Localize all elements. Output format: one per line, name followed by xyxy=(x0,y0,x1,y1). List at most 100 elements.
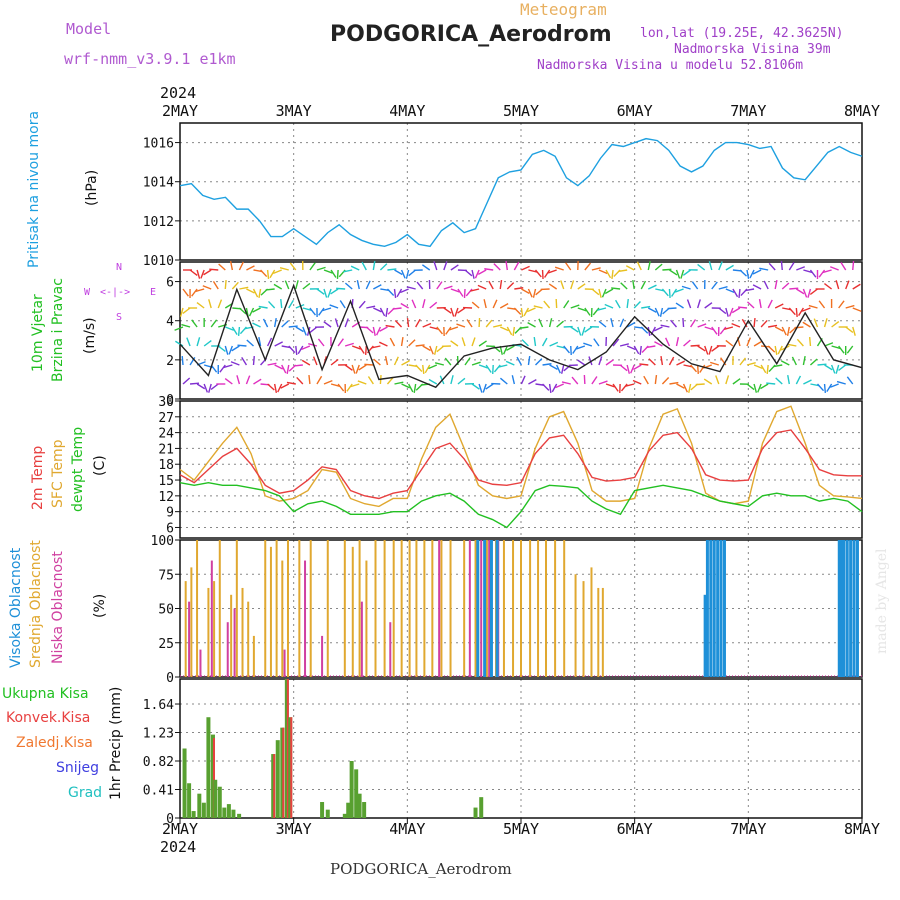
cloud-bar xyxy=(545,540,548,677)
wind-arrow xyxy=(450,307,455,317)
wind-arrow xyxy=(732,378,741,385)
wind-arrow xyxy=(464,269,473,277)
x-tick-label-top: 2MAY xyxy=(162,102,198,120)
x-tick-label-bottom: 5MAY xyxy=(503,820,539,838)
cloud-bar xyxy=(207,587,210,677)
wind-arrow xyxy=(823,283,833,290)
cloud-bar xyxy=(840,540,844,677)
cloud-bar xyxy=(582,581,585,677)
wind-arrow xyxy=(512,326,516,337)
wind-arrow xyxy=(511,375,516,385)
wind-arrow xyxy=(241,356,248,366)
cloud-bar xyxy=(383,540,386,677)
wind-arrow xyxy=(208,383,212,393)
wind-arrow xyxy=(516,356,523,366)
wind-arrow xyxy=(217,345,226,352)
wind-arrow xyxy=(752,284,762,290)
wind-arrow xyxy=(835,280,840,290)
wind-arrow xyxy=(355,364,360,374)
wind-arrow xyxy=(674,288,684,293)
wind-arrow xyxy=(330,288,339,295)
wind-arrow xyxy=(691,281,699,290)
wind-arrow xyxy=(659,307,664,317)
wind-arrow xyxy=(323,288,328,298)
cloud-bar xyxy=(210,560,213,677)
wind-arrow xyxy=(182,377,191,385)
wind-arrow xyxy=(436,326,444,335)
precip-total-bar xyxy=(222,807,227,818)
wind-arrow xyxy=(654,374,658,385)
wind-arrow xyxy=(576,359,586,366)
wind-arrow xyxy=(830,364,836,374)
cloud-bar xyxy=(474,540,477,677)
cloud-bar xyxy=(309,540,312,677)
wind-arrow xyxy=(570,326,579,333)
wind-arrow xyxy=(647,307,657,313)
wind-arrow xyxy=(660,324,670,328)
wind-arrow xyxy=(415,364,423,372)
wind-arrow xyxy=(358,300,366,309)
wind-arrow xyxy=(443,307,452,314)
wind-arrow xyxy=(450,264,459,271)
wind-arrow xyxy=(470,288,480,292)
wind-arrow xyxy=(323,379,333,385)
cloud-bar xyxy=(597,587,600,677)
cloud-bar xyxy=(440,540,443,677)
x-tick-label-top: 7MAY xyxy=(730,102,766,120)
wind-arrow xyxy=(704,302,713,309)
wind-arrow xyxy=(791,356,797,366)
wind-arrow xyxy=(654,263,663,271)
wind-arrow xyxy=(809,269,817,278)
wind-arrow xyxy=(711,281,718,290)
precip-total-bar xyxy=(213,779,218,818)
precip-total-bar xyxy=(197,793,202,818)
wind-arrow xyxy=(760,383,769,390)
wind-arrow xyxy=(654,307,660,317)
wind-arrow xyxy=(246,265,255,271)
wind-arrow xyxy=(252,322,261,328)
wind-arrow xyxy=(732,288,739,298)
wind-arrow xyxy=(795,375,802,385)
precip-total-bar xyxy=(275,740,280,818)
wind-arrow xyxy=(196,302,205,309)
wind-arrow xyxy=(753,364,763,370)
wind-arrow xyxy=(592,307,600,316)
wind-arrow xyxy=(542,363,552,366)
wind-arrow xyxy=(471,361,481,366)
cloud-bar xyxy=(213,581,216,677)
year-label-bottom: 2024 xyxy=(160,838,197,856)
wind-arrow xyxy=(640,326,649,334)
precip-total-bar xyxy=(346,802,351,818)
wind-arrow xyxy=(230,361,240,366)
wind-arrow xyxy=(471,337,476,347)
wind-arrow xyxy=(327,288,332,298)
cloud-bar xyxy=(852,540,856,677)
wind-arrow xyxy=(266,337,273,347)
wind-arrow xyxy=(718,307,727,315)
wind-arrow xyxy=(521,265,530,271)
cloud-bar xyxy=(264,540,267,677)
chart-subtitle: Meteogram xyxy=(520,0,607,19)
wind-arrow xyxy=(457,288,464,297)
compass-e: E xyxy=(150,287,157,298)
wind-arrow xyxy=(704,345,709,355)
wind-arrow xyxy=(248,307,255,317)
wind-arrow xyxy=(739,269,748,277)
precip-total-bar xyxy=(226,804,231,818)
wind-arrow xyxy=(485,319,493,328)
wind-arrow xyxy=(330,358,339,366)
wind-arrow xyxy=(688,383,692,393)
wind-arrow xyxy=(535,358,543,366)
wind-arrow xyxy=(286,364,290,374)
wind-arrow xyxy=(421,264,431,271)
wind-arrow xyxy=(358,345,365,354)
cloud-bar xyxy=(480,540,483,677)
wind-arrow xyxy=(555,383,564,389)
cloud-bar xyxy=(196,540,199,677)
wind-arrow xyxy=(527,288,533,298)
cloud-bar xyxy=(849,540,853,677)
wind-arrow xyxy=(598,320,607,328)
wind-arrow xyxy=(289,262,297,271)
wind-arrow xyxy=(477,269,487,275)
wind-arrow xyxy=(604,303,614,309)
